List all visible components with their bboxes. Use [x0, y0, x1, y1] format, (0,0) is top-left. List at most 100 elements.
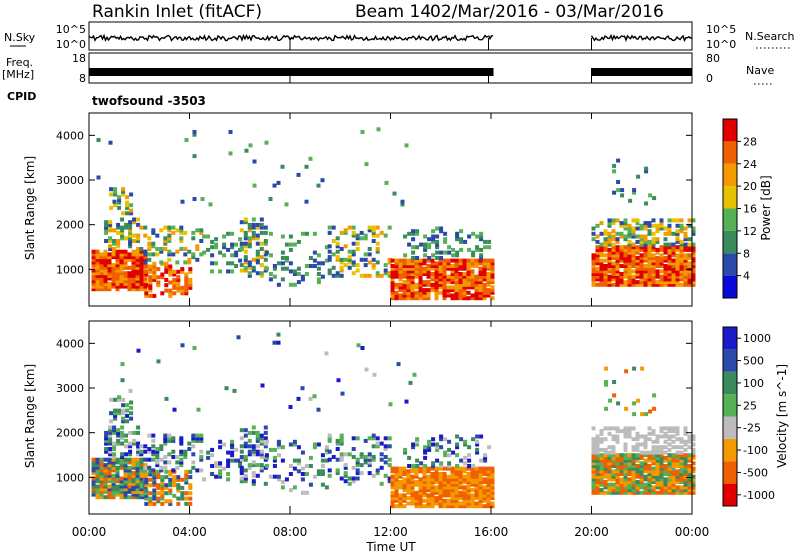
velocity-cell: [446, 498, 451, 503]
velocity-cell: [251, 460, 256, 465]
velocity-cell: [467, 458, 472, 463]
velocity-cell: [99, 476, 104, 481]
power-cell: [351, 260, 356, 265]
power-cell: [691, 218, 696, 223]
power-cell: [466, 274, 471, 279]
power-cell: [414, 264, 419, 268]
power-cell: [426, 293, 431, 298]
power-cell: [475, 234, 480, 239]
power-cell: [363, 263, 368, 268]
power-cell: [687, 247, 692, 252]
power-cell: [406, 274, 411, 279]
velocity-cell: [671, 488, 676, 493]
velocity-cell: [99, 495, 104, 500]
velocity-cell: [111, 481, 116, 486]
velocity-cell: [482, 488, 487, 493]
power-cell: [179, 228, 184, 233]
power-cell: [108, 236, 113, 241]
power-cell: [659, 221, 664, 226]
velocity-cell: [419, 461, 424, 466]
power-cell: [422, 288, 427, 293]
velocity-cell: [143, 465, 148, 470]
power-cell: [304, 272, 309, 276]
velocity-cell: [259, 463, 264, 468]
velocity-cell: [339, 441, 344, 446]
velocity-cell: [359, 452, 364, 457]
velocity-cell: [316, 469, 321, 474]
velocity-cell: [683, 466, 688, 471]
velocity-cell: [218, 469, 223, 474]
velocity-cell: [604, 380, 609, 384]
power-cell: [99, 260, 104, 265]
velocity-cell: [627, 426, 632, 431]
velocity-cell: [402, 482, 407, 487]
power-cell: [486, 277, 491, 282]
velocity-cell: [135, 495, 140, 500]
velocity-cell: [136, 430, 141, 435]
power-cell: [164, 277, 169, 282]
velocity-cell: [363, 438, 368, 443]
velocity-cell: [643, 482, 648, 487]
power-cell: [675, 239, 680, 244]
power-cell: [375, 241, 380, 246]
nsky-line: [289, 34, 489, 42]
velocity-cell: [259, 433, 264, 438]
velocity-cell: [463, 439, 468, 444]
power-cell: [635, 264, 640, 268]
velocity-cell: [300, 386, 305, 391]
power-cell: [644, 169, 649, 174]
power-colorbar-segment: [723, 186, 737, 209]
velocity-cell: [466, 477, 471, 482]
power-cell: [595, 245, 600, 250]
velocity-cell: [679, 445, 684, 450]
velocity-cell: [659, 458, 664, 463]
power-cell: [455, 250, 460, 255]
velocity-cell: [691, 469, 696, 474]
power-cell: [679, 258, 684, 263]
power-cell: [156, 280, 161, 285]
power-ytick-label: 3000: [56, 174, 84, 187]
velocity-cell: [292, 466, 297, 471]
velocity-cell: [667, 477, 672, 482]
power-cell: [486, 280, 491, 285]
velocity-cell: [356, 343, 361, 348]
power-cell: [623, 250, 628, 255]
velocity-cell: [691, 447, 696, 452]
power-cell: [390, 258, 395, 263]
power-cell: [462, 285, 467, 290]
velocity-cell: [691, 488, 696, 493]
power-cell: [406, 296, 411, 301]
power-cell: [214, 245, 219, 250]
power-colorbar-tick-label: 4: [743, 270, 750, 283]
power-cell: [691, 272, 696, 276]
power-cell: [623, 266, 628, 271]
velocity-cell: [99, 465, 104, 470]
velocity-cell: [108, 433, 113, 438]
velocity-cell: [450, 496, 455, 501]
velocity-cell: [371, 455, 376, 459]
velocity-cell: [687, 439, 692, 444]
power-cell: [603, 269, 608, 274]
velocity-cell: [647, 466, 652, 471]
power-cell: [474, 293, 479, 298]
velocity-cell: [195, 433, 200, 438]
velocity-cell: [394, 496, 399, 501]
power-cell: [255, 225, 260, 230]
velocity-cell: [406, 480, 411, 484]
power-cell: [470, 277, 475, 282]
power-cell: [109, 192, 114, 197]
velocity-cell: [635, 480, 640, 484]
velocity-cell: [659, 434, 664, 439]
power-cell: [615, 218, 620, 223]
velocity-cell: [651, 453, 656, 458]
velocity-cell: [687, 477, 692, 482]
velocity-cell: [410, 490, 415, 495]
power-cell: [402, 296, 407, 301]
velocity-cell: [243, 468, 248, 473]
power-cell: [343, 230, 348, 235]
velocity-cell: [462, 474, 467, 479]
power-cell: [128, 236, 133, 241]
velocity-cell: [364, 367, 369, 372]
power-cell: [347, 249, 352, 254]
velocity-cell: [103, 463, 108, 468]
